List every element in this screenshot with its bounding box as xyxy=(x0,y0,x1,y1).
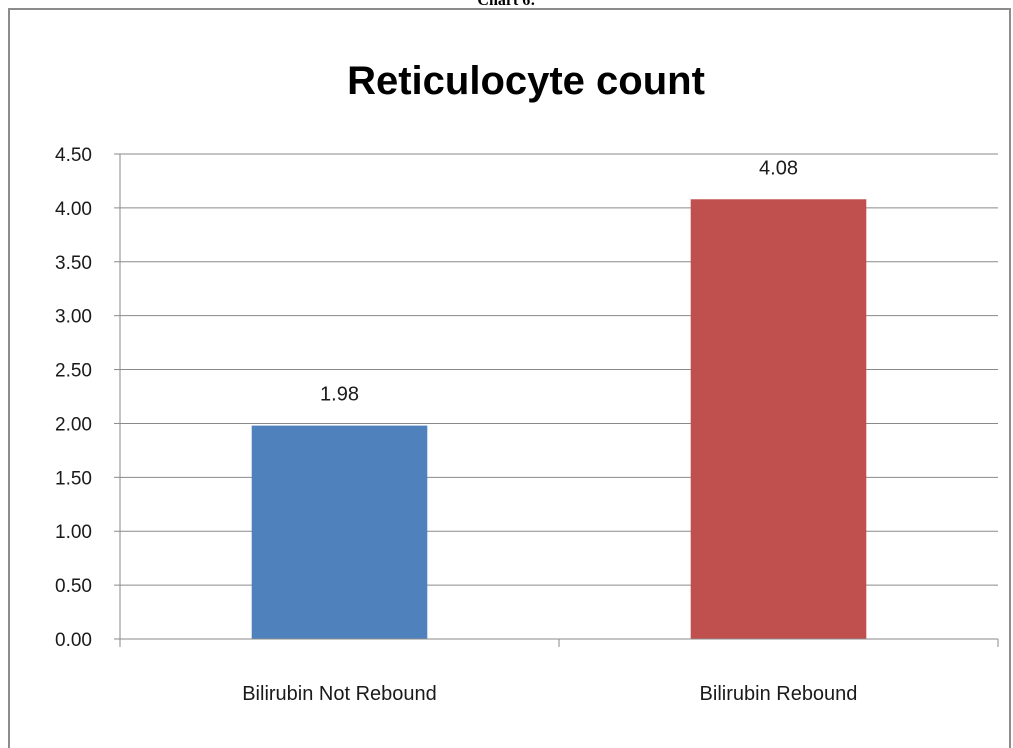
y-tick-label: 3.50 xyxy=(55,253,92,274)
data-label: 4.08 xyxy=(759,157,798,179)
bar xyxy=(690,199,867,639)
y-tick-label: 1.50 xyxy=(55,468,92,489)
y-tick-label: 1.00 xyxy=(55,522,92,543)
y-tick-label: 2.50 xyxy=(55,361,92,382)
x-category-label: Bilirubin Not Rebound xyxy=(242,683,437,705)
chart-title: Reticulocyte count xyxy=(347,59,705,103)
y-tick-label: 3.00 xyxy=(55,307,92,328)
x-axis: Bilirubin Not Rebound Bilirubin Rebound xyxy=(119,638,999,705)
figure-caption: Chart 6: xyxy=(477,0,536,9)
y-axis: 0.00 0.50 1.00 1.50 2.00 2.50 3.00 3.50 4.00 4.50 xyxy=(55,145,121,651)
y-tick-label: 4.00 xyxy=(55,199,92,220)
bar xyxy=(251,425,428,639)
bars: 1.98 4.08 xyxy=(251,157,867,639)
y-tick-label: 4.50 xyxy=(55,145,92,166)
y-tick-label: 0.00 xyxy=(55,630,92,651)
y-tick-label: 0.50 xyxy=(55,576,92,597)
x-category-label: Bilirubin Rebound xyxy=(700,683,858,705)
y-tick-label: 2.00 xyxy=(55,414,92,435)
data-label: 1.98 xyxy=(320,384,359,406)
